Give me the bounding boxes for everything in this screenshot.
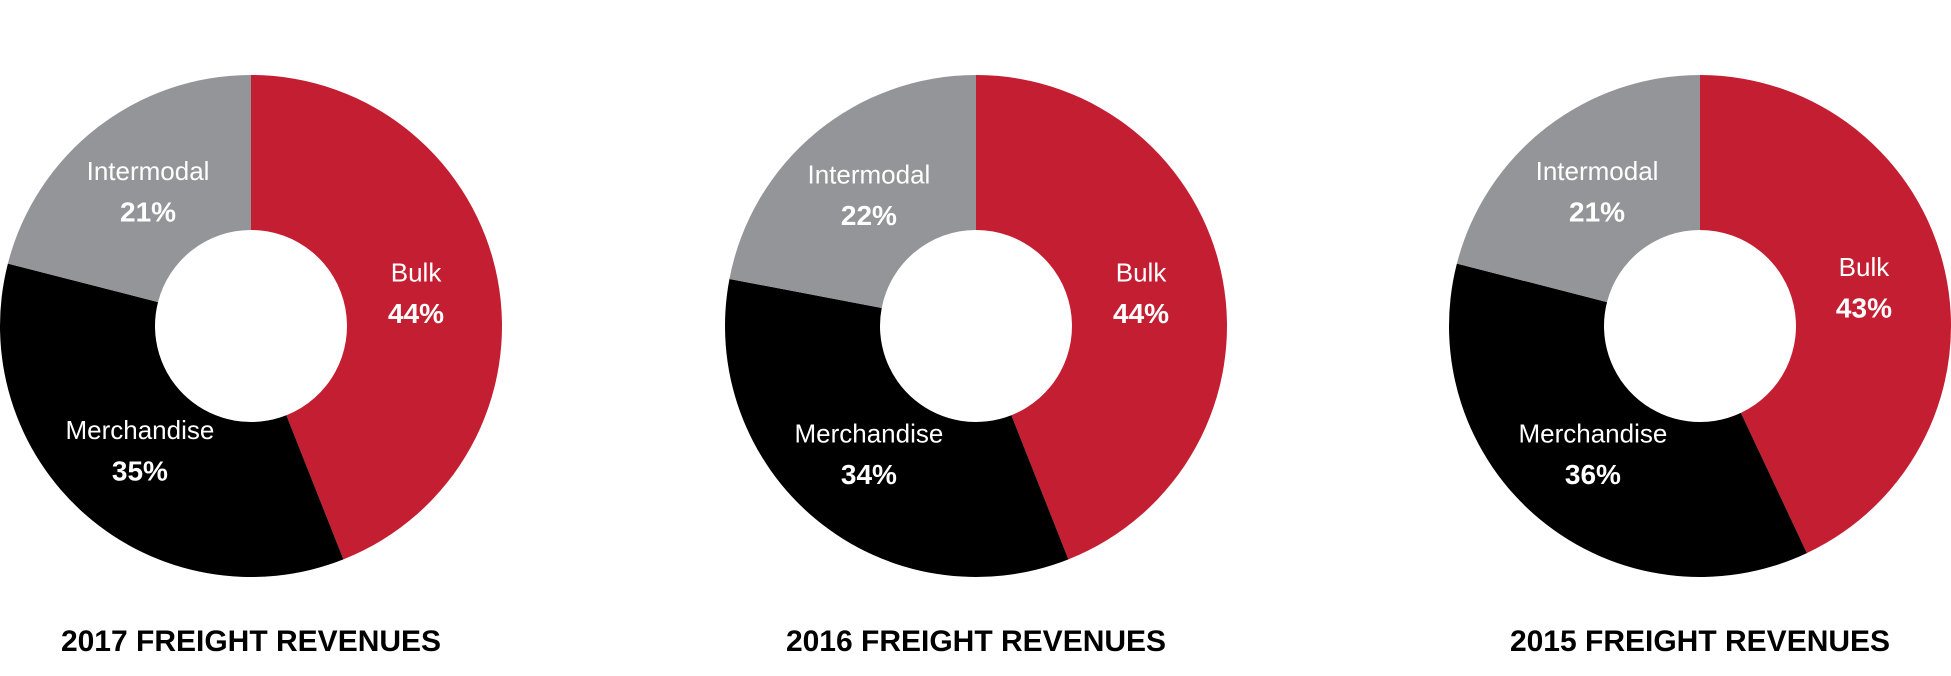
slice-label: Intermodal: [1536, 156, 1659, 186]
slice-label: Bulk: [391, 257, 443, 287]
slice-value-label: 44%: [1113, 298, 1169, 329]
chart-title: 2017 FREIGHT REVENUES: [61, 625, 441, 658]
slice-value-label: 21%: [120, 197, 176, 228]
slice-value-label: 43%: [1836, 293, 1892, 324]
slice-label: Bulk: [1839, 252, 1891, 282]
slice-value-label: 44%: [388, 298, 444, 329]
donut-slice: [1700, 75, 1951, 554]
slice-value-label: 22%: [841, 200, 897, 231]
donut-slice: [251, 75, 503, 560]
slice-label: Intermodal: [807, 159, 930, 189]
donut-slice: [976, 75, 1228, 560]
slice-value-label: 36%: [1565, 459, 1621, 490]
chart-title: 2016 FREIGHT REVENUES: [786, 625, 1166, 658]
donut-slice: [729, 75, 976, 309]
slice-label: Merchandise: [65, 415, 214, 445]
slice-value-label: 34%: [841, 459, 897, 490]
donut-slice: [0, 263, 344, 577]
slice-label: Intermodal: [87, 156, 210, 186]
slice-value-label: 35%: [112, 455, 168, 486]
donut-slice: [7, 75, 252, 303]
donut-slice: [1456, 75, 1700, 303]
slice-label: Merchandise: [794, 418, 943, 448]
donut-slice: [725, 278, 1069, 577]
chart-title: 2015 FREIGHT REVENUES: [1510, 625, 1890, 658]
slice-label: Bulk: [1116, 257, 1168, 287]
donut-slice: [1449, 263, 1807, 577]
slice-value-label: 21%: [1569, 197, 1625, 228]
slice-label: Merchandise: [1518, 418, 1667, 448]
